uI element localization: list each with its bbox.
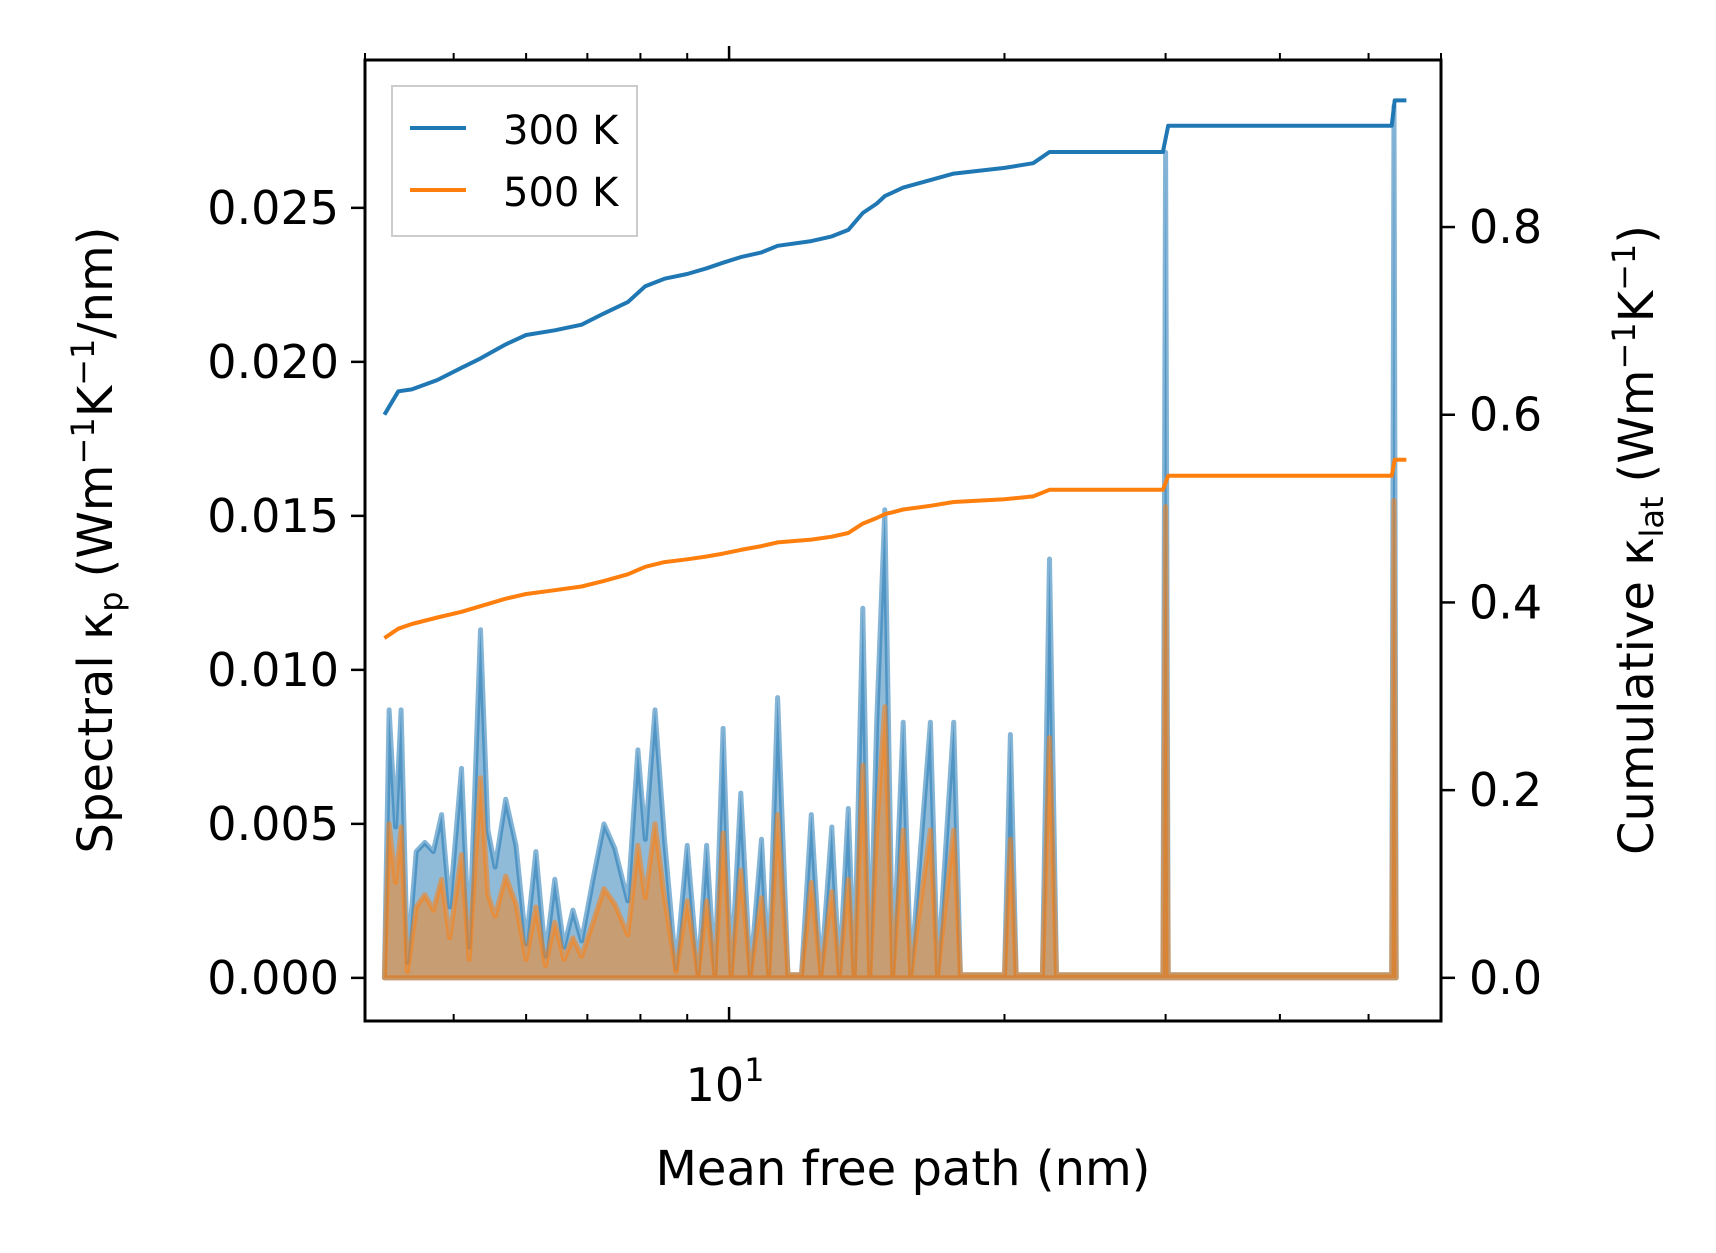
cumulative-line-500k: [383, 457, 1407, 640]
right-tick-label: 0.4: [1469, 575, 1542, 629]
right-axis-label-unit: (Wm: [1609, 370, 1665, 483]
legend-label-300k: 300 K: [503, 108, 620, 154]
left-tick-label: 0.000: [207, 951, 339, 1005]
left-axis-label-sub: p: [92, 591, 130, 611]
left-axis-label-mid: K: [68, 384, 124, 417]
spectral-fill-500k: [381, 498, 1399, 981]
x-axis-label: Mean free path (nm): [656, 1141, 1151, 1197]
left-axis-label-unit: (Wm: [68, 464, 124, 577]
right-axis-label-main: Cumulative κ: [1609, 538, 1665, 856]
x-tick-label: 101: [686, 1051, 765, 1112]
plot-frame: [363, 58, 1443, 1023]
spectral-fills: [381, 103, 1399, 981]
left-tick-label: 0.020: [207, 335, 339, 389]
cumulative-line-300k: [382, 98, 1407, 416]
right-axis-label-sup1: −1: [1605, 322, 1643, 369]
left-tick-label: 0.015: [207, 489, 339, 543]
legend-label-500k: 500 K: [503, 170, 620, 216]
left-axis-label: Spectral κp(Wm−1K−1/nm): [64, 227, 130, 854]
left-axis-label-sup1: −1: [64, 417, 102, 464]
right-tick-label: 0.2: [1469, 763, 1542, 817]
right-axis-label-sub: lat: [1633, 496, 1671, 537]
legend-box: [391, 85, 638, 237]
right-axis-label-tail: ): [1609, 225, 1665, 244]
left-tick-label: 0.025: [207, 181, 339, 235]
right-tick-label: 0.0: [1469, 951, 1542, 1005]
legend: 300 K 500 K: [391, 85, 638, 237]
x-tick-label-exp: 1: [744, 1051, 764, 1089]
left-tick-label: 0.010: [207, 643, 339, 697]
left-tick-label: 0.005: [207, 797, 339, 851]
axis-ticks: 0.000 0.005 0.010 0.015 0.020 0.025 0.0 0.2 0.4 0…: [207, 46, 1542, 1112]
right-tick-label: 0.6: [1469, 388, 1542, 442]
right-axis-label-sup2: −1: [1605, 244, 1643, 291]
left-axis-label-tail: /nm): [68, 227, 124, 339]
right-axis-label: Cumulative κlat(Wm−1K−1): [1605, 225, 1671, 855]
right-axis-label-mid: K: [1609, 289, 1665, 322]
cumulative-lines: [382, 98, 1407, 640]
right-tick-label: 0.8: [1469, 200, 1542, 254]
left-axis-label-main: Spectral κ: [68, 612, 124, 854]
left-axis-label-sup2: −1: [64, 339, 102, 386]
x-tick-label-base: 10: [686, 1058, 745, 1112]
